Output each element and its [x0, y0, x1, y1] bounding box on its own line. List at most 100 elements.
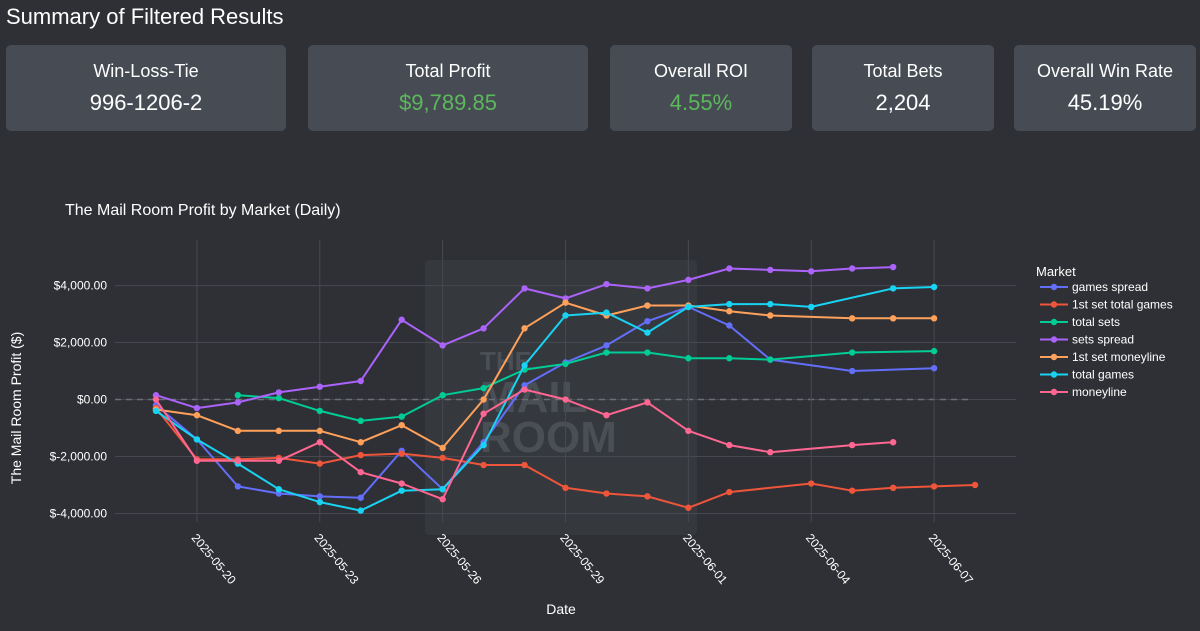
- y-tick-label: $-2,000.00: [50, 449, 108, 463]
- legend-label: sets spread: [1072, 333, 1134, 347]
- data-point: [193, 404, 201, 412]
- data-point: [316, 460, 323, 467]
- data-point: [726, 441, 733, 449]
- card-label: Overall Win Rate: [1036, 61, 1174, 81]
- series-total-sets: [234, 347, 938, 425]
- card-value: $9,789.85: [399, 90, 497, 115]
- legend-swatch-marker: [1050, 318, 1058, 326]
- data-point: [930, 364, 938, 372]
- data-point: [808, 480, 815, 487]
- data-point: [767, 449, 774, 456]
- x-tick-label: 2025-06-01: [680, 531, 730, 587]
- x-axis-ticks: 2025-05-20 2025-05-23 2025-05-26 2025-05-29…: [189, 531, 977, 587]
- legend: Market games spread 1st set total games to…: [1036, 264, 1173, 399]
- watermark-line-3: ROOM: [480, 413, 617, 462]
- legend-item: games spread: [1040, 280, 1148, 294]
- data-point: [152, 407, 160, 415]
- x-tick-label: 2025-06-04: [803, 531, 853, 587]
- data-point: [848, 349, 856, 356]
- card-label: Win-Loss-Tie: [93, 61, 199, 81]
- data-point: [848, 315, 856, 322]
- data-point: [357, 417, 364, 425]
- card-total-bets: Total Bets 2,204: [812, 45, 994, 131]
- data-point: [603, 490, 610, 497]
- data-point: [726, 355, 733, 362]
- data-point: [685, 303, 692, 311]
- legend-item: 1st set total games: [1040, 298, 1173, 312]
- data-point: [889, 484, 897, 492]
- legend-item: total sets: [1040, 315, 1120, 329]
- data-point: [521, 285, 528, 292]
- data-point: [930, 483, 938, 490]
- profit-line-chart[interactable]: The Mail Room Profit by Market (Daily) T…: [0, 190, 1200, 631]
- data-point: [848, 367, 856, 375]
- data-point: [357, 377, 364, 385]
- data-point: [480, 396, 487, 403]
- legend-item: total games: [1040, 368, 1134, 382]
- card-value: 45.19%: [1067, 90, 1143, 115]
- data-point: [439, 444, 446, 452]
- data-point: [275, 457, 283, 464]
- data-point: [234, 392, 242, 399]
- data-point: [357, 507, 364, 514]
- legend-item: sets spread: [1040, 333, 1134, 347]
- data-point: [521, 461, 528, 469]
- card-value: 2,204: [875, 90, 931, 115]
- data-point: [275, 389, 283, 396]
- y-tick-label: $2,000.00: [54, 336, 108, 350]
- data-point: [644, 493, 651, 500]
- data-point: [439, 496, 446, 503]
- data-point: [480, 325, 487, 332]
- y-tick-label: $0.00: [77, 393, 107, 407]
- data-point: [439, 392, 446, 399]
- card-label: Total Profit: [405, 61, 491, 81]
- data-point: [889, 315, 897, 322]
- data-point: [357, 451, 364, 459]
- y-axis-label: The Mail Room Profit ($): [8, 332, 24, 484]
- y-tick-label: $-4,000.00: [50, 506, 108, 520]
- data-point: [398, 316, 405, 323]
- data-point: [234, 457, 242, 464]
- legend-label: total sets: [1072, 315, 1120, 329]
- series-1st-set-moneyline: [152, 299, 938, 452]
- data-point: [562, 360, 569, 368]
- series-lines: [152, 263, 979, 514]
- page-title: Summary of Filtered Results: [6, 4, 284, 29]
- data-point: [685, 427, 692, 435]
- data-point: [234, 427, 242, 435]
- series-line: [155, 407, 976, 509]
- data-point: [685, 504, 692, 511]
- data-point: [767, 312, 774, 319]
- y-tick-label: $4,000.00: [54, 279, 108, 293]
- legend-swatch-marker: [1050, 371, 1058, 378]
- data-point: [644, 329, 651, 336]
- card-overall-roi: Overall ROI 4.55%: [610, 45, 792, 131]
- x-axis-label: Date: [546, 601, 576, 617]
- data-point: [848, 265, 856, 272]
- data-point: [234, 399, 242, 406]
- data-point: [848, 441, 856, 449]
- grid: [115, 240, 1016, 522]
- data-point: [767, 266, 774, 274]
- data-point: [439, 342, 446, 349]
- data-point: [193, 457, 201, 464]
- data-point: [193, 411, 201, 419]
- data-point: [357, 468, 364, 476]
- legend-items: games spread 1st set total games total set…: [1040, 280, 1173, 399]
- data-point: [152, 396, 160, 403]
- data-point: [439, 486, 446, 493]
- data-point: [398, 421, 405, 429]
- data-point: [480, 410, 487, 417]
- data-point: [398, 480, 405, 487]
- data-point: [275, 427, 283, 435]
- card-label: Overall ROI: [653, 61, 749, 81]
- series-total-games: [152, 283, 938, 514]
- x-tick-label: 2025-05-23: [311, 531, 361, 587]
- data-point: [480, 461, 487, 469]
- data-point: [603, 349, 610, 356]
- card-win-loss-tie: Win-Loss-Tie 996-1206-2: [6, 45, 286, 131]
- data-point: [480, 384, 487, 392]
- x-tick-label: 2025-05-29: [557, 531, 607, 587]
- data-point: [562, 396, 569, 403]
- data-point: [930, 315, 938, 322]
